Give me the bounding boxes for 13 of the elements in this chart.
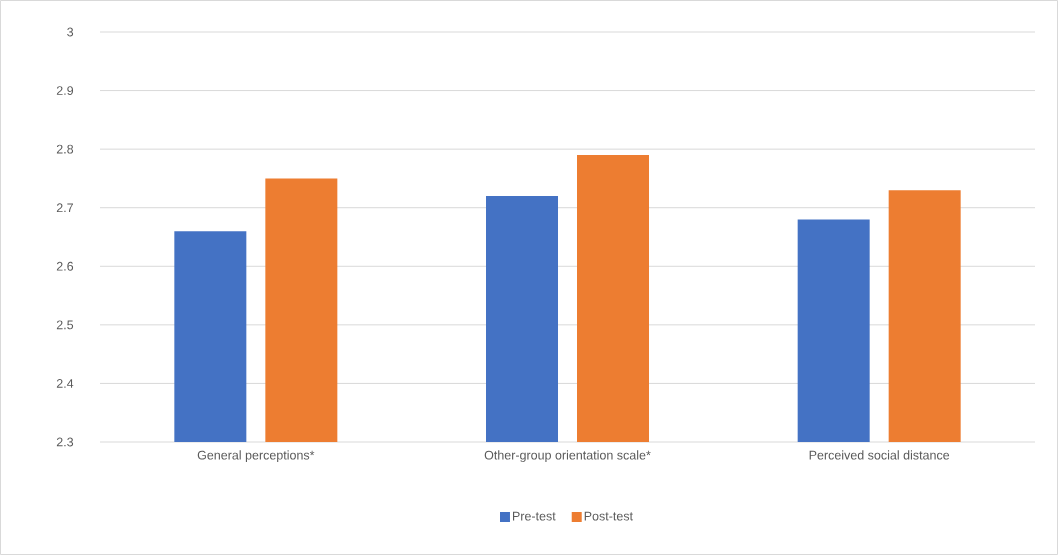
x-tick-label: Other-group orientation scale*: [484, 450, 651, 463]
y-tick-label: 2.4: [56, 379, 74, 388]
y-tick-label: 2.8: [56, 144, 74, 154]
y-tick-label: 2.7: [56, 203, 74, 213]
y-tick-label: 2.5: [56, 320, 74, 330]
legend-label: Post-test: [584, 511, 633, 521]
legend-label: Pre-test: [513, 511, 556, 521]
y-tick-label: 3: [67, 27, 74, 37]
x-tick-label: Perceived social distance: [809, 450, 950, 460]
y-tick-label: 2.6: [56, 261, 74, 271]
y-tick-label: 2.3: [56, 437, 74, 447]
y-tick-label: 2.9: [56, 86, 74, 95]
x-tick-label: General perceptions*: [197, 450, 315, 463]
